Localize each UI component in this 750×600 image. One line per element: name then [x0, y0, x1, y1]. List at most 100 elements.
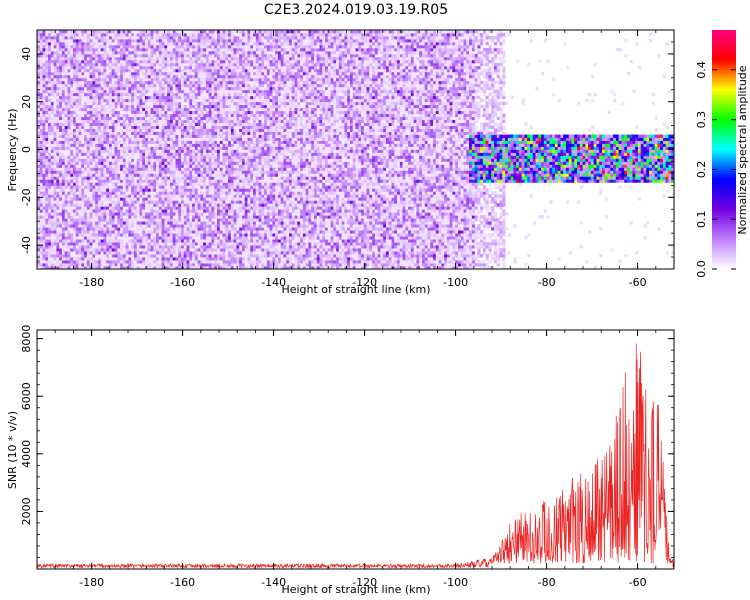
spectrogram-cell	[122, 62, 127, 67]
spectrogram-cell	[186, 209, 190, 213]
spectrogram-cell	[178, 233, 182, 237]
spectrogram-cell	[145, 233, 149, 237]
spectrogram-cell	[95, 80, 99, 85]
spectrogram-cell	[75, 35, 79, 40]
spectrogram-cell	[181, 233, 185, 237]
spectrogram-cell	[169, 215, 174, 219]
spectrogram-cell	[122, 239, 127, 243]
spectrogram-cell	[67, 155, 71, 159]
spectrogram-cell	[150, 92, 154, 97]
spectrogram-cell	[192, 215, 196, 219]
spectrogram-cell	[86, 191, 91, 195]
spectrogram-cell	[111, 119, 115, 124]
spectrogram-cell	[128, 56, 132, 61]
spectrogram-cell	[156, 83, 160, 88]
spectrogram-cell	[61, 170, 66, 174]
spectrogram-cell	[103, 239, 107, 243]
spectrogram-cell	[153, 71, 157, 76]
spectrogram-cell	[194, 128, 199, 132]
spectrogram-cell	[161, 167, 165, 171]
spectrogram-cell	[70, 89, 74, 94]
spectrogram-cell	[73, 35, 77, 40]
spectrogram-cell	[125, 158, 129, 162]
spectrogram-cell	[97, 128, 102, 132]
spectrogram-cell	[109, 194, 113, 198]
spectrogram-cell	[178, 59, 182, 64]
spectrogram-cell	[197, 125, 201, 129]
spectrogram-cell	[84, 92, 88, 97]
spectrogram-cell	[175, 104, 179, 109]
spectrogram-cell	[50, 260, 55, 264]
spectrogram-cell	[48, 71, 52, 76]
spectrogram-cell	[205, 98, 210, 103]
spectrogram-cell	[197, 155, 201, 159]
spectrogram-cell	[186, 215, 190, 219]
spectrogram-cell	[181, 173, 185, 177]
spectrogram-cell	[156, 143, 160, 147]
spectrogram-cell	[139, 227, 143, 231]
spectrogram-cell	[175, 230, 179, 234]
spectrogram-cell	[89, 113, 93, 118]
spectrogram-cell	[161, 50, 165, 55]
spectrogram-cell	[111, 71, 115, 76]
spectrogram-cell	[89, 110, 93, 115]
spectrogram-cell	[167, 260, 171, 264]
spectrogram-cell	[181, 71, 185, 76]
spectrogram-cell	[164, 122, 168, 126]
spectrogram-cell	[189, 200, 193, 204]
spectrogram-cell	[186, 56, 190, 61]
spectrogram-cell	[186, 167, 190, 171]
spectrogram-cell	[106, 131, 110, 135]
spectrogram-cell	[158, 209, 163, 213]
spectrogram-cell	[122, 107, 127, 112]
spectrogram-cell	[161, 164, 165, 168]
spectrogram-cell	[56, 209, 60, 213]
spectrogram-cell	[50, 83, 55, 88]
spectrogram-cell	[37, 200, 41, 204]
spectrogram-cell	[100, 134, 104, 138]
spectrogram-cell	[106, 236, 110, 240]
spectrogram-cell	[125, 266, 129, 270]
spectrogram-cell	[181, 155, 185, 159]
spectrogram-cell	[120, 62, 124, 67]
spectrogram-cell	[122, 122, 127, 126]
spectrogram-cell	[197, 86, 201, 91]
spectrogram-cell	[73, 104, 77, 109]
spectrogram-cell	[192, 146, 196, 150]
spectrogram-cell	[37, 230, 41, 234]
spectrogram-cell	[61, 263, 66, 267]
spectrogram-cell	[147, 89, 151, 94]
spectrogram-cell	[183, 50, 187, 55]
spectrogram-cell	[89, 200, 93, 204]
spectrogram-cell	[164, 68, 168, 73]
spectrogram-cell	[133, 30, 138, 34]
spectrogram-cell	[117, 35, 121, 40]
spectrogram-cell	[84, 56, 88, 61]
spectrogram-cell	[139, 38, 143, 43]
spectrogram-cell	[192, 71, 196, 76]
spectrogram-cell	[125, 248, 129, 252]
spectrogram-cell	[45, 44, 49, 49]
spectrogram-cell	[145, 209, 149, 213]
spectrogram-cell	[200, 122, 204, 126]
spectrogram-cell	[109, 152, 113, 156]
spectrogram-cell	[45, 149, 49, 153]
spectrogram-cell	[194, 77, 199, 82]
spectrogram-cell	[161, 182, 165, 186]
spectrogram-cell	[114, 92, 118, 97]
spectrogram-cell	[50, 137, 55, 141]
spectrogram-cell	[70, 209, 74, 213]
spectrogram-cell	[100, 143, 104, 147]
spectrogram-cell	[50, 56, 55, 61]
spectrogram-cell	[125, 251, 129, 255]
spectrogram-cell	[167, 203, 171, 207]
spectrogram-cell	[205, 44, 210, 49]
spectrogram-cell	[192, 239, 196, 243]
spectrogram-cell	[73, 113, 77, 118]
spectrogram-cell	[194, 80, 199, 85]
spectrogram-cell	[156, 179, 160, 183]
spectrogram-cell	[164, 248, 168, 252]
spectrogram-cell	[114, 149, 118, 153]
spectrogram-cell	[200, 200, 204, 204]
spectrogram-cell	[167, 158, 171, 162]
